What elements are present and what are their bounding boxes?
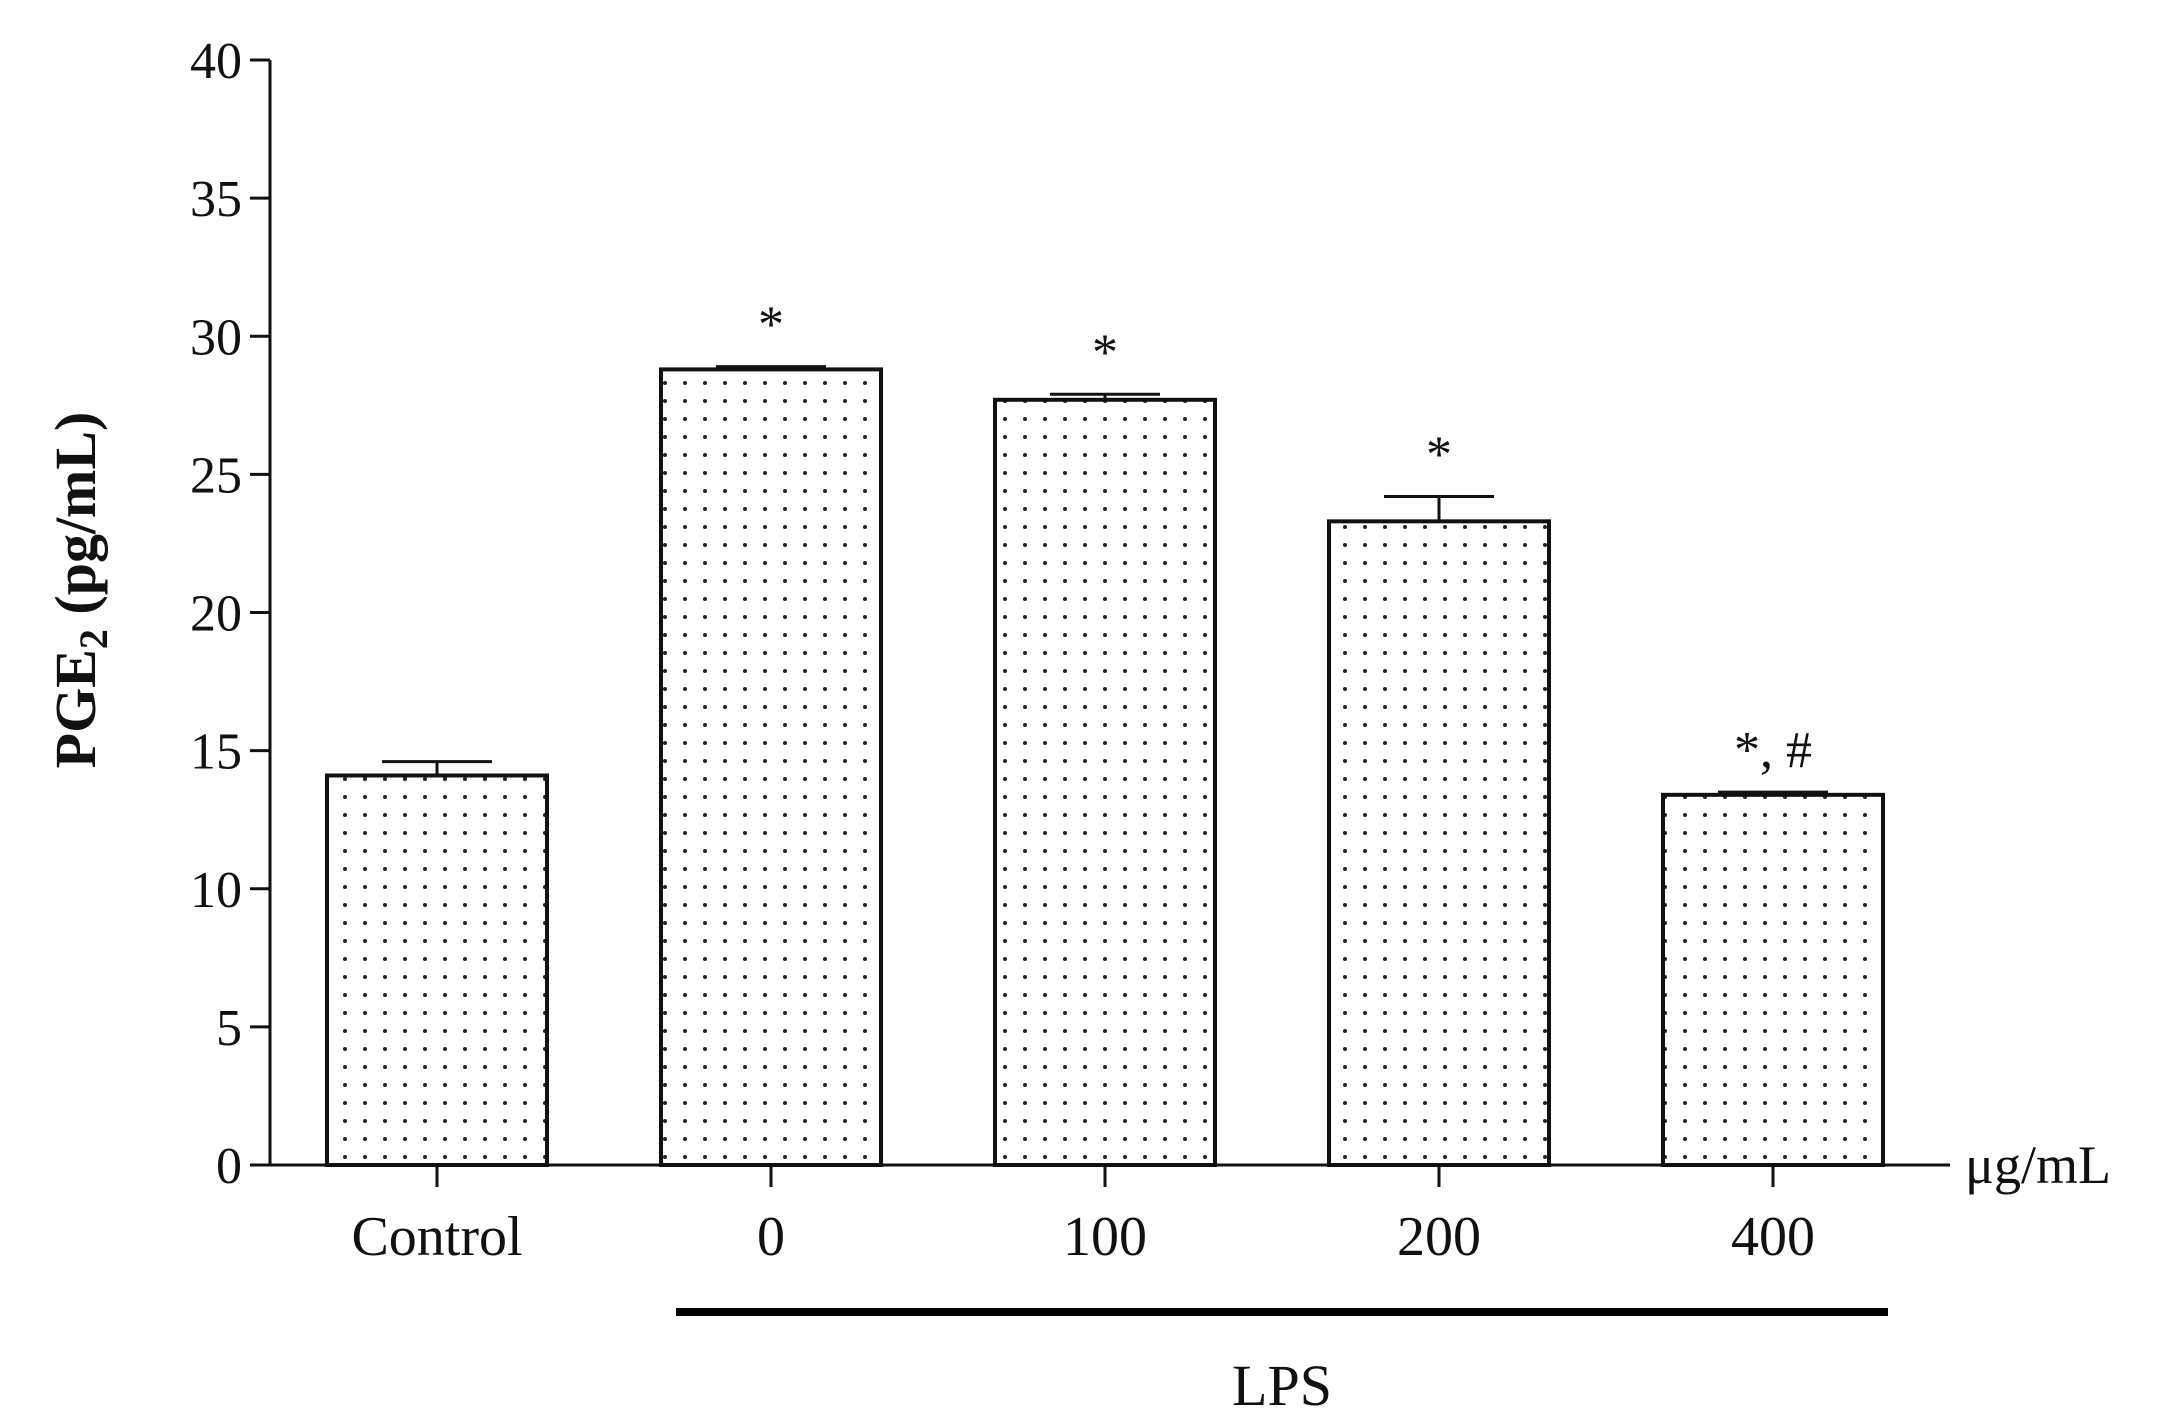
x-tick-label: 0 bbox=[757, 1206, 785, 1268]
group-label: LPS bbox=[1232, 1353, 1332, 1418]
significance-marker: *, # bbox=[1734, 722, 1812, 779]
y-tick-label: 25 bbox=[190, 447, 242, 504]
significance-marker: * bbox=[758, 297, 784, 354]
significance-marker: * bbox=[1092, 324, 1118, 381]
y-tick-label: 0 bbox=[216, 1138, 242, 1195]
bars: * * * *, # bbox=[325, 297, 1885, 1168]
y-axis-label: PGE2 (pg/mL) bbox=[43, 412, 116, 769]
y-axis-ticks: 0 5 10 15 20 25 30 35 40 bbox=[190, 33, 270, 1195]
bar bbox=[659, 367, 883, 1167]
y-tick-label: 30 bbox=[190, 309, 242, 366]
y-tick-label: 35 bbox=[190, 171, 242, 228]
bar bbox=[993, 397, 1217, 1168]
x-tick-label: 100 bbox=[1063, 1206, 1147, 1268]
y-tick-label: 10 bbox=[190, 862, 242, 919]
y-tick-label: 5 bbox=[216, 1000, 242, 1057]
y-tick-label: 40 bbox=[190, 33, 242, 90]
y-tick-label: 20 bbox=[190, 586, 242, 643]
x-axis-unit: μg/mL bbox=[1965, 1135, 2111, 1195]
x-tick-label: 400 bbox=[1731, 1206, 1815, 1268]
significance-marker: * bbox=[1426, 426, 1452, 483]
bar bbox=[1661, 792, 1885, 1167]
bar bbox=[1327, 519, 1551, 1167]
x-axis-ticks: Control 0 100 200 400 bbox=[351, 1165, 1815, 1268]
y-tick-label: 15 bbox=[190, 724, 242, 781]
x-tick-label: Control bbox=[351, 1206, 522, 1268]
x-tick-label: 200 bbox=[1397, 1206, 1481, 1268]
bar bbox=[325, 773, 549, 1167]
